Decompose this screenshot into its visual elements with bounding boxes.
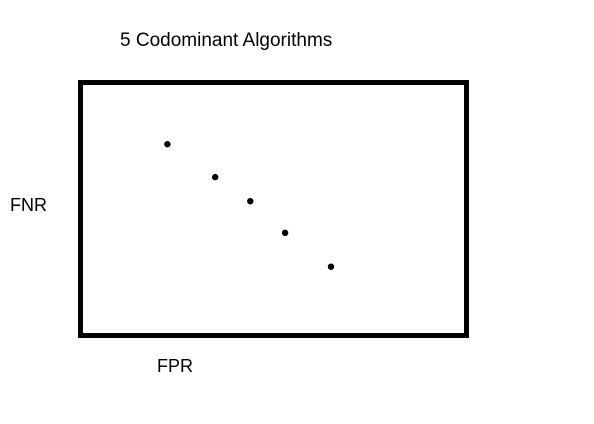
x-axis-label: FPR [157,356,193,376]
chart-title: 5 Codominant Algorithms [120,30,333,51]
data-point-2 [212,173,219,181]
data-point-5 [327,263,335,270]
y-axis-label: FNR [10,195,47,215]
data-points [164,141,335,270]
data-point-1 [164,141,171,148]
plot-frame [78,80,469,338]
data-point-3 [247,198,254,205]
data-point-4 [281,229,289,236]
